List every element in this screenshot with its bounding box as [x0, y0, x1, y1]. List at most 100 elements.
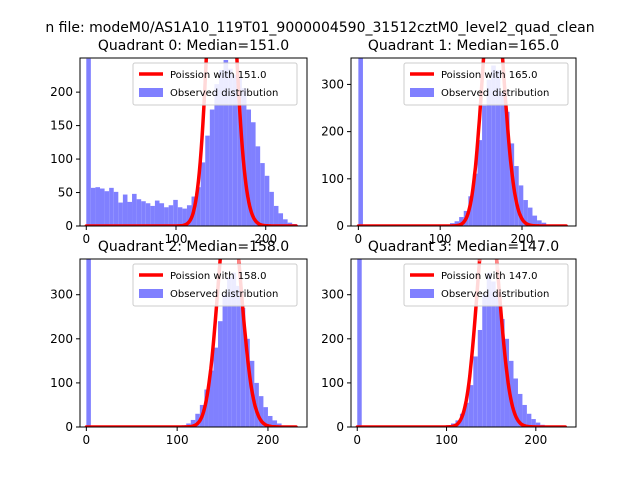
histogram-bar — [491, 65, 496, 226]
histogram-bar — [113, 191, 119, 226]
x-tick-label: 200 — [524, 433, 547, 447]
histogram-bar — [454, 221, 460, 226]
subplot-title: Quadrant 1: Median=165.0 — [368, 38, 559, 54]
histogram-bar — [218, 70, 224, 226]
histogram-bar — [141, 201, 146, 226]
histogram-bar — [255, 146, 261, 226]
histogram-bar — [272, 420, 278, 427]
histogram-bar — [482, 294, 487, 427]
y-tick-label: 100 — [50, 376, 73, 390]
histogram-bar — [122, 194, 128, 226]
legend-box — [132, 263, 298, 307]
x-tick-label: 0 — [83, 433, 91, 447]
legend-swatch-observed — [410, 289, 434, 298]
x-tick-label: 100 — [166, 433, 189, 447]
x-tick-label: 0 — [353, 433, 361, 447]
histogram-bar — [523, 200, 528, 226]
histogram-bar — [159, 203, 165, 226]
histogram-bar — [468, 385, 474, 427]
histogram-bar — [246, 109, 252, 226]
histogram-bar — [518, 185, 524, 226]
histogram-bar — [214, 84, 219, 226]
y-tick-label: 200 — [321, 332, 344, 346]
plot-area — [84, 58, 302, 226]
subplot-1: 0 100 200 0 100 200 300 Quadrant 1: Median=165.… — [321, 38, 577, 246]
plot-area — [84, 259, 298, 427]
axes-frame — [79, 258, 308, 428]
poisson-curve — [356, 58, 568, 226]
histogram-bar — [231, 272, 237, 427]
histogram-bar — [464, 402, 469, 427]
histogram-bar — [100, 188, 105, 226]
histogram-bar — [495, 294, 501, 427]
histogram-bar — [486, 272, 492, 427]
histogram-bar — [186, 205, 192, 226]
histogram-bar — [491, 281, 496, 427]
histogram-bar — [118, 202, 123, 226]
legend-swatch-observed — [139, 88, 163, 97]
histogram-bar — [190, 419, 196, 427]
histogram-bar — [277, 423, 282, 427]
histogram-bar — [517, 393, 523, 427]
histogram-bar — [358, 58, 363, 226]
x-tick-label: 100 — [435, 433, 458, 447]
axes-frame — [350, 57, 577, 227]
histogram-bar — [177, 207, 183, 226]
histogram-bar — [264, 175, 270, 226]
legend-label-observed: Observed distribution — [170, 289, 278, 300]
histogram-bar — [495, 70, 501, 226]
histogram-bar — [526, 413, 532, 427]
subplot-title: Quadrant 2: Median=158.0 — [98, 239, 289, 255]
legend-box — [403, 62, 569, 106]
histogram-bar — [90, 187, 96, 226]
y-tick-label: 100 — [321, 376, 344, 390]
axes-frame — [79, 57, 308, 227]
x-tick-label: 0 — [82, 232, 90, 246]
histogram-bar — [522, 404, 527, 427]
subplot-3: 0 100 200 0 100 200 300 Quadrant 3: Median=147.… — [321, 239, 577, 447]
poisson-curve — [355, 259, 568, 427]
histogram-bar — [535, 422, 541, 427]
histogram-bar — [173, 199, 178, 226]
y-tick-label: 200 — [50, 332, 73, 346]
histogram-bar — [200, 162, 206, 226]
histogram-bar — [208, 370, 214, 427]
legend-label-poisson: Poission with 147.0 — [441, 271, 537, 282]
histogram-bar — [532, 215, 538, 226]
histogram-bar — [468, 196, 473, 226]
legend-swatch-observed — [410, 88, 434, 97]
y-tick-label: 300 — [321, 77, 344, 91]
histogram-bar — [537, 220, 542, 226]
histogram-bar — [273, 205, 279, 226]
legend-label-poisson: Poission with 158.0 — [170, 271, 266, 282]
histogram-bar — [145, 203, 151, 226]
y-tick-label: 200 — [321, 125, 344, 139]
histogram-bar — [357, 259, 362, 427]
histogram-bar — [278, 213, 284, 226]
poisson-curve — [84, 58, 298, 226]
histogram-bar — [477, 140, 483, 226]
subplot-title: Quadrant 3: Median=147.0 — [368, 239, 559, 255]
legend-swatch-observed — [139, 289, 163, 298]
histogram-bar — [472, 173, 478, 226]
histogram-bar — [164, 207, 169, 226]
histogram-bar — [477, 329, 483, 427]
histogram-bar — [222, 294, 228, 427]
y-tick-label: 100 — [50, 152, 73, 166]
histogram-bar — [531, 419, 536, 427]
x-tick-label: 200 — [511, 232, 534, 246]
y-tick-label: 150 — [50, 119, 73, 133]
histogram-bar — [500, 92, 505, 226]
y-tick-label: 0 — [336, 420, 344, 434]
histogram-bar — [486, 79, 492, 226]
legend-label-observed: Observed distribution — [441, 289, 549, 300]
plot-area — [356, 58, 568, 226]
histogram-bar — [213, 347, 219, 427]
y-tick-label: 50 — [58, 186, 73, 200]
histogram-bar — [228, 68, 233, 226]
histogram-bar — [245, 338, 250, 427]
axes-frame — [350, 258, 577, 428]
x-tick-label: 200 — [254, 232, 277, 246]
histogram-bar — [204, 389, 209, 427]
histogram-bar — [227, 277, 232, 427]
